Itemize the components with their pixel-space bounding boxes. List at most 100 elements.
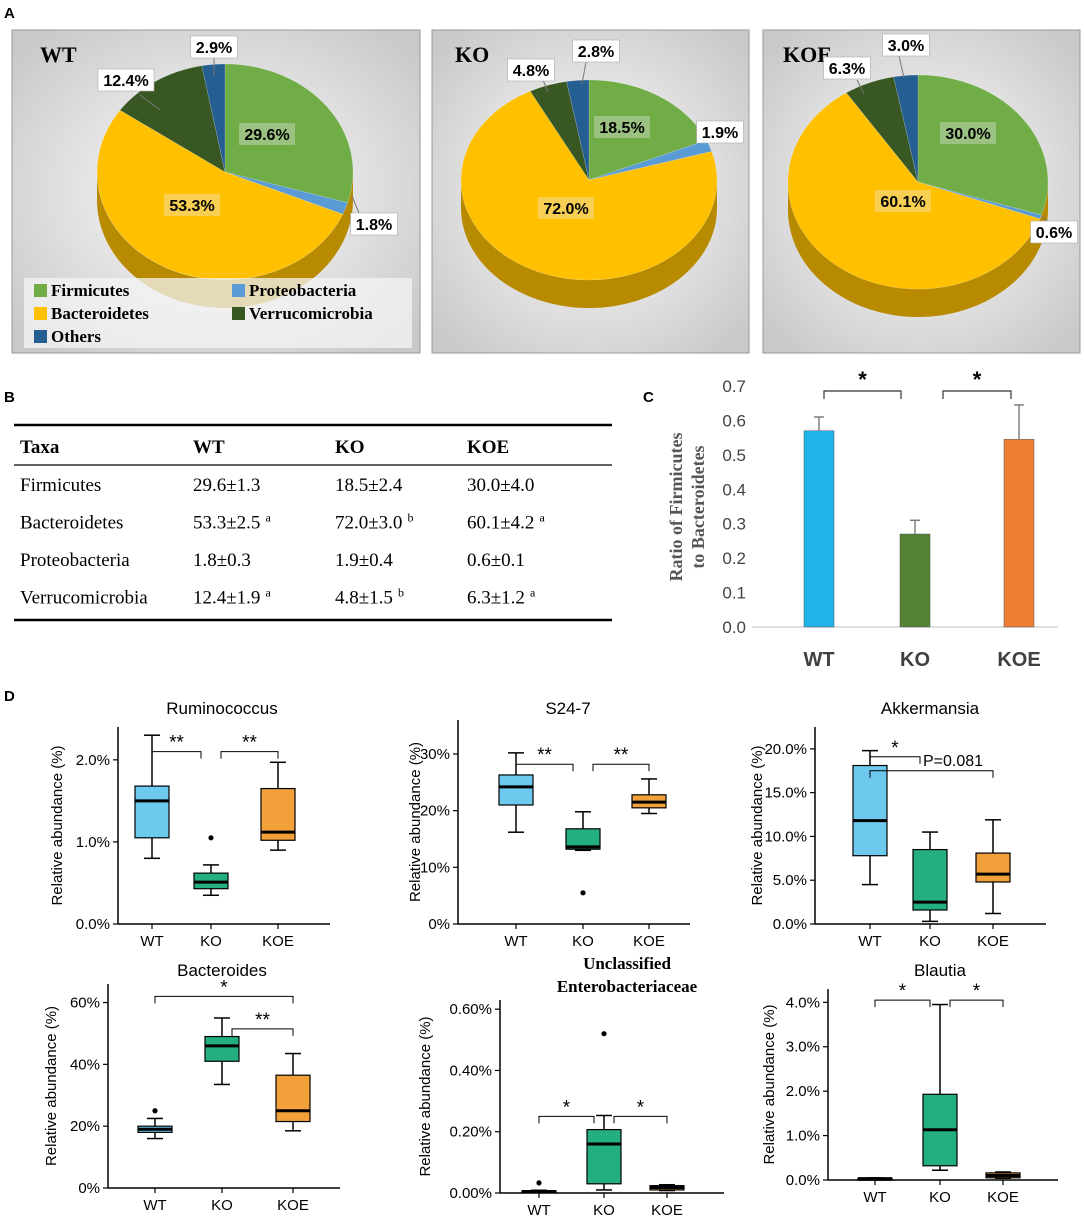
bar-y-tick: 0.0 [722,618,746,637]
bar-ko [899,533,931,628]
pie-slice-verrucomicrobia [119,65,226,173]
box-ko [204,1035,240,1062]
ratio-bar-chart: 0.0 0.1 0.2 0.3 0.4 0.5 0.6 0.7 Ratio of Firmicu… [666,367,1058,671]
bar-significance-bracket [823,390,902,399]
table-cell-koe: 6.3±1.2 a [467,586,536,609]
pie-depth-wt [97,172,353,308]
box-y-tick: 20% [70,1118,100,1135]
table-cell-wt: 53.3±2.5 a [193,511,271,534]
box-x-tick-wt: WT [863,1189,886,1206]
box-significance-bracket [613,1115,668,1124]
box-y-tick: 0% [428,916,450,933]
bar-x-tick-ko: KO [900,649,930,671]
pie-label-verrucomicrobia: 4.8% [513,63,549,80]
box-x-tick-ko: KO [211,1197,233,1214]
pie-slice-bacteroidetes [460,90,718,281]
box-plots: Ruminococcus Relative abundance (%) 0.0% 1.… [43,699,1058,1219]
pie-label-bacteroidetes: 60.1% [880,194,925,211]
pie-depth-ko [461,180,717,308]
box-title-line: Unclassified [583,954,671,973]
box-x-tick-wt: WT [143,1197,166,1214]
legend-label-bacteroidetes: Bacteroidetes [51,304,149,323]
box-significance-bracket [949,999,1004,1008]
bar-x-tick-wt: WT [803,649,834,671]
pie-wt: WT 29.6% 1.8% 53.3% 12.4% 2.9% [40,35,398,308]
box-x-tick-wt: WT [140,933,163,950]
box-significance-bracket [231,1028,294,1036]
box-koe [275,1074,311,1123]
box-significance-label: ** [242,733,257,754]
pie-ko: KO 18.5% 1.9% 72.0% 4.8% 2.8% [455,39,744,308]
pie-slice-verrucomicrobia [529,81,590,181]
box-significance-label: * [891,738,899,759]
box-plot-ruminococcus: Ruminococcus Relative abundance (%) 0.0% 1.… [49,699,330,950]
legend-label-verrucomicrobia: Verrucomicrobia [249,304,373,323]
box-plot-blautia: Blautia Relative abundance (%) 0.0% 1.0% 2.0… [761,961,1058,1206]
pie-label-bacteroidetes: 72.0% [543,201,588,218]
pie-legend: Firmicutes Proteobacteria Bacteroidetes … [24,278,412,348]
box-significance-label: ** [614,745,629,766]
pie-label-verrucomicrobia: 6.3% [829,61,865,78]
bar-y-tick: 0.7 [722,377,746,396]
table-cell-ko: 4.8±1.5 b [335,586,404,609]
pie-label-firmicutes: 29.6% [244,127,289,144]
table-cell-ko: 18.5±2.4 [335,475,403,496]
pie-label-box [823,56,871,80]
box-significance-label: ** [255,1010,270,1031]
table-cell-koe: 30.0±4.0 [467,475,534,496]
box-y-tick: 20.0% [764,741,807,758]
box-y-tick: 60% [70,995,100,1012]
box-x-tick-koe: KOE [651,1202,683,1219]
table-cell-koe: 0.6±0.1 [467,550,525,571]
pie-slice-proteobacteria [224,171,349,215]
pie-label-box [239,123,295,145]
bar-significance-label: * [973,367,982,392]
box-y-label: Relative abundance (%) [43,1006,60,1166]
box-plot-s24-7: S24-7 Relative abundance (%)0% 10% 20% 30% WT… [407,699,690,950]
box-y-label: Relative abundance (%) [749,745,766,905]
bar-koe [1003,439,1035,628]
legend-swatch-proteobacteria [232,284,245,297]
box-significance-label: * [973,981,981,1002]
bar-y-tick: 0.3 [722,515,746,534]
pie-label-verrucomicrobia: 12.4% [103,73,148,90]
box-title: Ruminococcus [166,699,278,718]
pie-label-box [572,39,620,63]
box-significance-label: P=0.081 [923,753,983,770]
box-title-line: Enterobacteriaceae [557,977,698,996]
table-header-wt: WT [193,437,225,458]
table-row: Bacteroidetes 53.3±2.5 a 72.0±3.0 b 60.1±4.2 a [20,511,545,534]
box-title: Blautia [914,961,967,980]
pie-slice-firmicutes [224,63,354,204]
table-cell-koe: 60.1±4.2 a [467,511,545,534]
pie-slice-others [566,79,590,181]
box-wt [498,774,534,806]
box-significance-bracket [869,756,921,764]
box-ko [565,828,601,850]
legend-background [24,278,412,348]
box-significance-bracket [151,751,202,759]
legend-label-firmicutes: Firmicutes [51,281,130,300]
bar-y-label: Ratio of Firmicutes to Bacteroidetes [666,433,708,582]
box-y-tick: 0.0% [773,916,807,933]
box-y-tick: 40% [70,1056,100,1073]
pie-label-bacteroidetes: 53.3% [169,198,214,215]
box-wt [852,764,888,857]
pie-leader-line [898,55,905,79]
pie-label-firmicutes: 30.0% [945,126,990,143]
box-x-tick-wt: WT [858,933,881,950]
pie-label-box [164,194,220,216]
box-significance-label: * [637,1097,645,1118]
legend-swatch-firmicutes [34,284,47,297]
box-title: Bacteroides [177,961,267,980]
box-significance-bracket [154,995,294,1004]
table-body: Firmicutes 29.6±1.3 18.5±2.4 30.0±4.0 Bacter… [20,475,545,609]
table-header-koe: KOE [467,437,509,458]
taxa-table: Taxa WT KO KOE Firmicutes 29.6±1.3 18.5±2.… [14,423,612,622]
pie-label-others: 2.9% [196,40,232,57]
box-significance-label: ** [169,733,184,754]
table-header-ko: KO [335,437,365,458]
table-cell-taxa: Proteobacteria [20,550,130,571]
box-title: S24-7 [545,699,590,718]
